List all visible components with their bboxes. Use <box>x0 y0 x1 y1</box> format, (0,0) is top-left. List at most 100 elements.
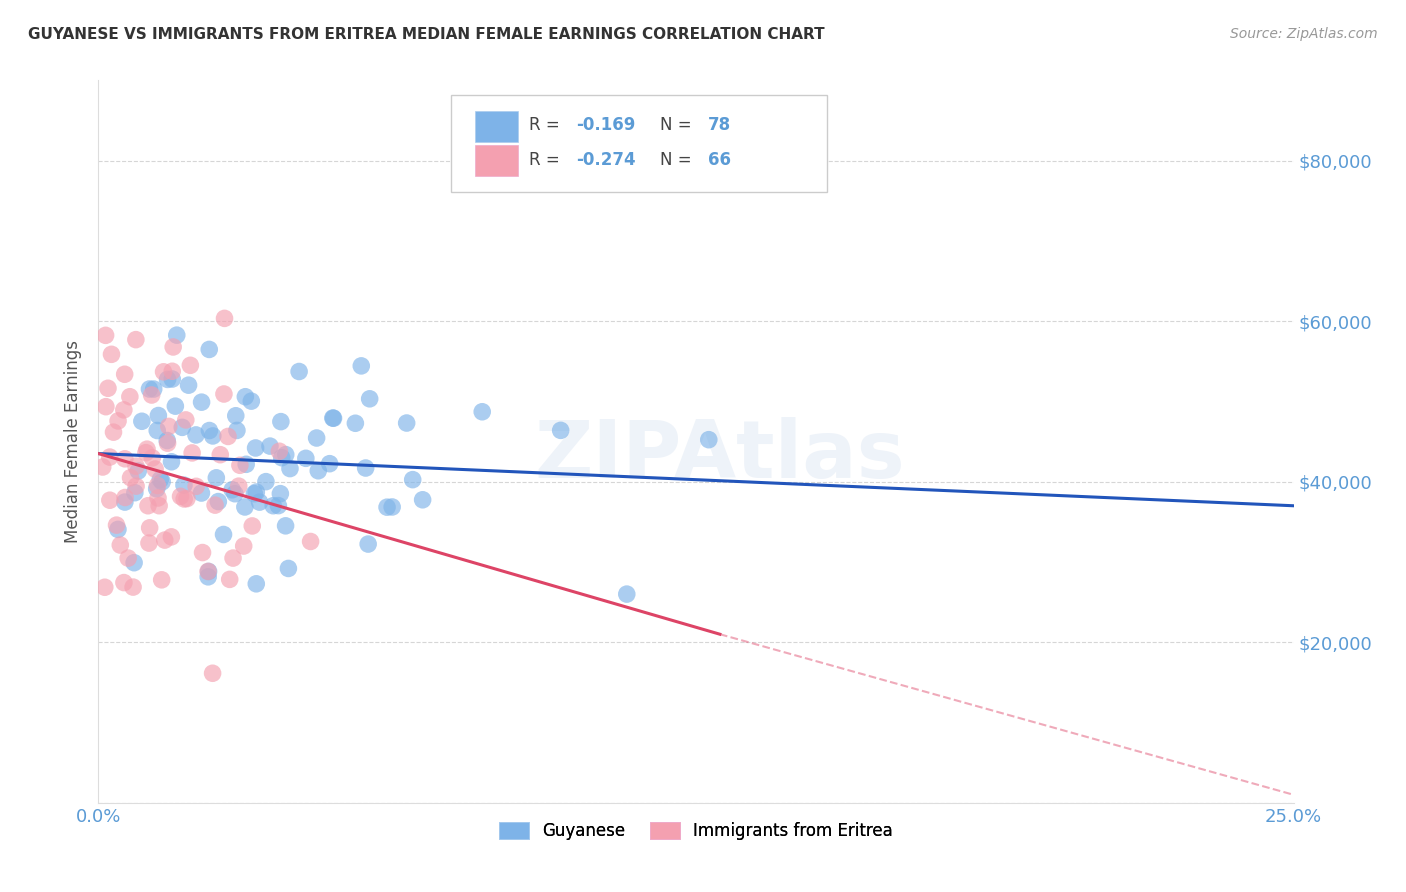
Point <box>181 446 204 460</box>
Point <box>344 417 367 431</box>
Point <box>550 423 572 437</box>
Point <box>127 464 149 478</box>
Point <box>207 494 229 508</box>
Point <box>157 419 180 434</box>
Text: Source: ZipAtlas.com: Source: ZipAtlas.com <box>1230 27 1378 41</box>
Point <box>114 368 136 382</box>
Point <box>141 450 163 465</box>
Point <box>112 575 135 590</box>
FancyBboxPatch shape <box>475 112 517 142</box>
Text: -0.169: -0.169 <box>576 116 636 134</box>
Point <box>269 444 291 458</box>
Point <box>169 489 191 503</box>
Point <box>120 471 142 485</box>
Point <box>125 479 148 493</box>
Point <box>214 311 236 326</box>
Point <box>217 429 239 443</box>
Point <box>160 455 183 469</box>
Text: R =: R = <box>529 116 565 134</box>
Point <box>295 451 318 466</box>
Point <box>209 448 232 462</box>
Point <box>274 518 297 533</box>
Point <box>277 561 299 575</box>
Point <box>375 500 398 515</box>
Point <box>131 414 153 428</box>
Point <box>201 429 224 443</box>
Point <box>395 416 418 430</box>
Point <box>197 570 219 584</box>
Point <box>225 409 247 423</box>
Point <box>105 518 128 533</box>
Point <box>186 479 208 493</box>
Point <box>107 522 129 536</box>
Point <box>259 439 281 453</box>
Point <box>100 347 122 361</box>
Point <box>172 420 194 434</box>
Point <box>322 411 344 425</box>
Text: N =: N = <box>661 151 697 169</box>
Point <box>107 414 129 428</box>
Point <box>245 485 267 500</box>
Point <box>221 483 243 497</box>
Point <box>245 576 267 591</box>
Point <box>122 580 145 594</box>
Point <box>145 482 167 496</box>
Point <box>305 431 328 445</box>
Point <box>141 388 163 402</box>
Point <box>307 464 329 478</box>
Point <box>98 450 121 464</box>
Text: 66: 66 <box>709 151 731 169</box>
Point <box>114 491 136 505</box>
Point <box>240 519 263 533</box>
Point <box>173 491 195 506</box>
Point <box>91 460 114 475</box>
Point <box>616 587 638 601</box>
Point <box>146 491 169 505</box>
Point <box>142 382 165 396</box>
Point <box>204 498 226 512</box>
Point <box>103 425 125 439</box>
Point <box>149 473 172 487</box>
Point <box>233 500 256 514</box>
Point <box>471 405 494 419</box>
FancyBboxPatch shape <box>475 145 517 176</box>
Point <box>299 534 322 549</box>
Point <box>136 499 159 513</box>
Point <box>173 478 195 492</box>
Point <box>94 400 117 414</box>
Point <box>270 415 292 429</box>
Point <box>235 458 257 472</box>
Point <box>148 409 170 423</box>
Point <box>114 451 136 466</box>
Point <box>162 372 184 386</box>
Point <box>222 551 245 566</box>
Point <box>138 536 160 550</box>
Point <box>269 486 291 500</box>
Point <box>176 491 198 506</box>
Point <box>153 533 176 547</box>
Point <box>190 395 212 409</box>
Point <box>110 538 132 552</box>
Point <box>94 580 117 594</box>
Point <box>138 521 160 535</box>
Point <box>205 471 228 485</box>
Point <box>125 333 148 347</box>
Point <box>156 436 179 450</box>
Point <box>267 499 290 513</box>
Point <box>179 359 201 373</box>
Point <box>94 328 117 343</box>
Legend: Guyanese, Immigrants from Eritrea: Guyanese, Immigrants from Eritrea <box>491 814 901 848</box>
Point <box>191 545 214 559</box>
Point <box>212 387 235 401</box>
Point <box>166 328 188 343</box>
Point <box>97 381 120 395</box>
Point <box>197 565 219 579</box>
Point <box>278 461 301 475</box>
Point <box>198 424 221 438</box>
Point <box>138 382 160 396</box>
Point <box>160 364 183 378</box>
Point <box>124 485 146 500</box>
Point <box>240 394 263 409</box>
Point <box>112 403 135 417</box>
Point <box>98 493 121 508</box>
